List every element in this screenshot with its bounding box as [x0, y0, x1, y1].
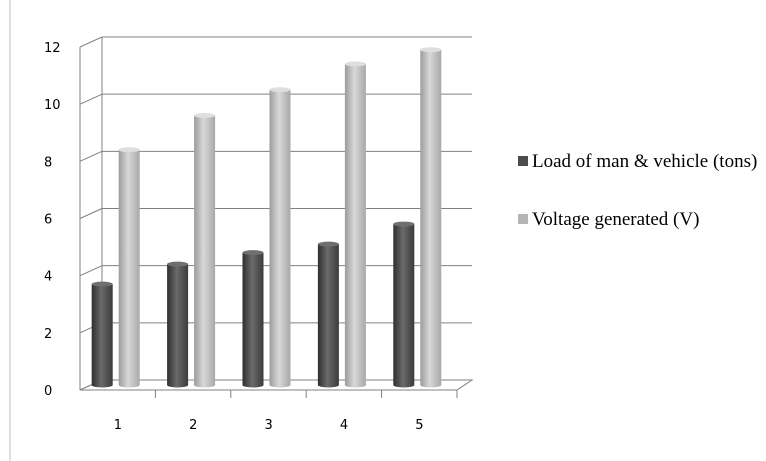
legend-swatch-load: [518, 156, 528, 166]
bar-voltage: [118, 149, 140, 388]
legend-item-voltage: Voltage generated (V): [518, 208, 758, 232]
bar-top-load: [167, 261, 189, 267]
gridline-slant: [79, 36, 103, 48]
gridline-slant: [79, 93, 103, 105]
y-tick-label: 8: [44, 155, 52, 170]
bar-voltage: [344, 64, 366, 388]
gridline-slant: [79, 208, 103, 219]
legend: Load of man & vehicle (tons) Voltage gen…: [518, 150, 758, 266]
bar-voltage: [420, 49, 442, 388]
y-tick-label: 12: [44, 41, 61, 56]
bar-load: [242, 252, 264, 388]
bar-top-voltage: [420, 47, 442, 53]
x-tick-label: 3: [265, 418, 273, 433]
y-tick-label: 10: [44, 98, 61, 113]
bar-voltage: [269, 89, 291, 388]
bar-load: [317, 244, 339, 388]
bar-top-voltage: [269, 87, 291, 93]
bar-top-voltage: [344, 61, 366, 67]
y-tick-label: 0: [44, 384, 52, 399]
bar-top-load: [242, 250, 264, 256]
bar-voltage: [194, 115, 216, 388]
legend-item-load: Load of man & vehicle (tons): [518, 150, 758, 174]
x-tick-label: 2: [189, 418, 197, 433]
bar-top-load: [393, 221, 415, 227]
legend-label-load: Load of man & vehicle (tons): [532, 151, 758, 172]
y-tick-label: 2: [44, 327, 52, 342]
x-tick-label: 4: [340, 418, 348, 433]
y-tick-label: 4: [44, 270, 52, 285]
bar-load: [91, 284, 113, 388]
bar-load: [167, 264, 189, 388]
legend-label-voltage: Voltage generated (V): [532, 209, 700, 230]
gridline-slant: [79, 150, 103, 162]
y-tick-label: 6: [44, 213, 52, 228]
bar-load: [393, 224, 415, 388]
bar-top-voltage: [118, 147, 140, 153]
x-tick-label: 1: [114, 418, 122, 433]
bar-top-voltage: [194, 112, 216, 118]
bar-top-load: [91, 281, 113, 287]
gridline-slant: [79, 265, 103, 277]
bar-top-load: [317, 241, 339, 247]
x-tick-label: 5: [415, 418, 423, 433]
legend-swatch-voltage: [518, 214, 528, 224]
